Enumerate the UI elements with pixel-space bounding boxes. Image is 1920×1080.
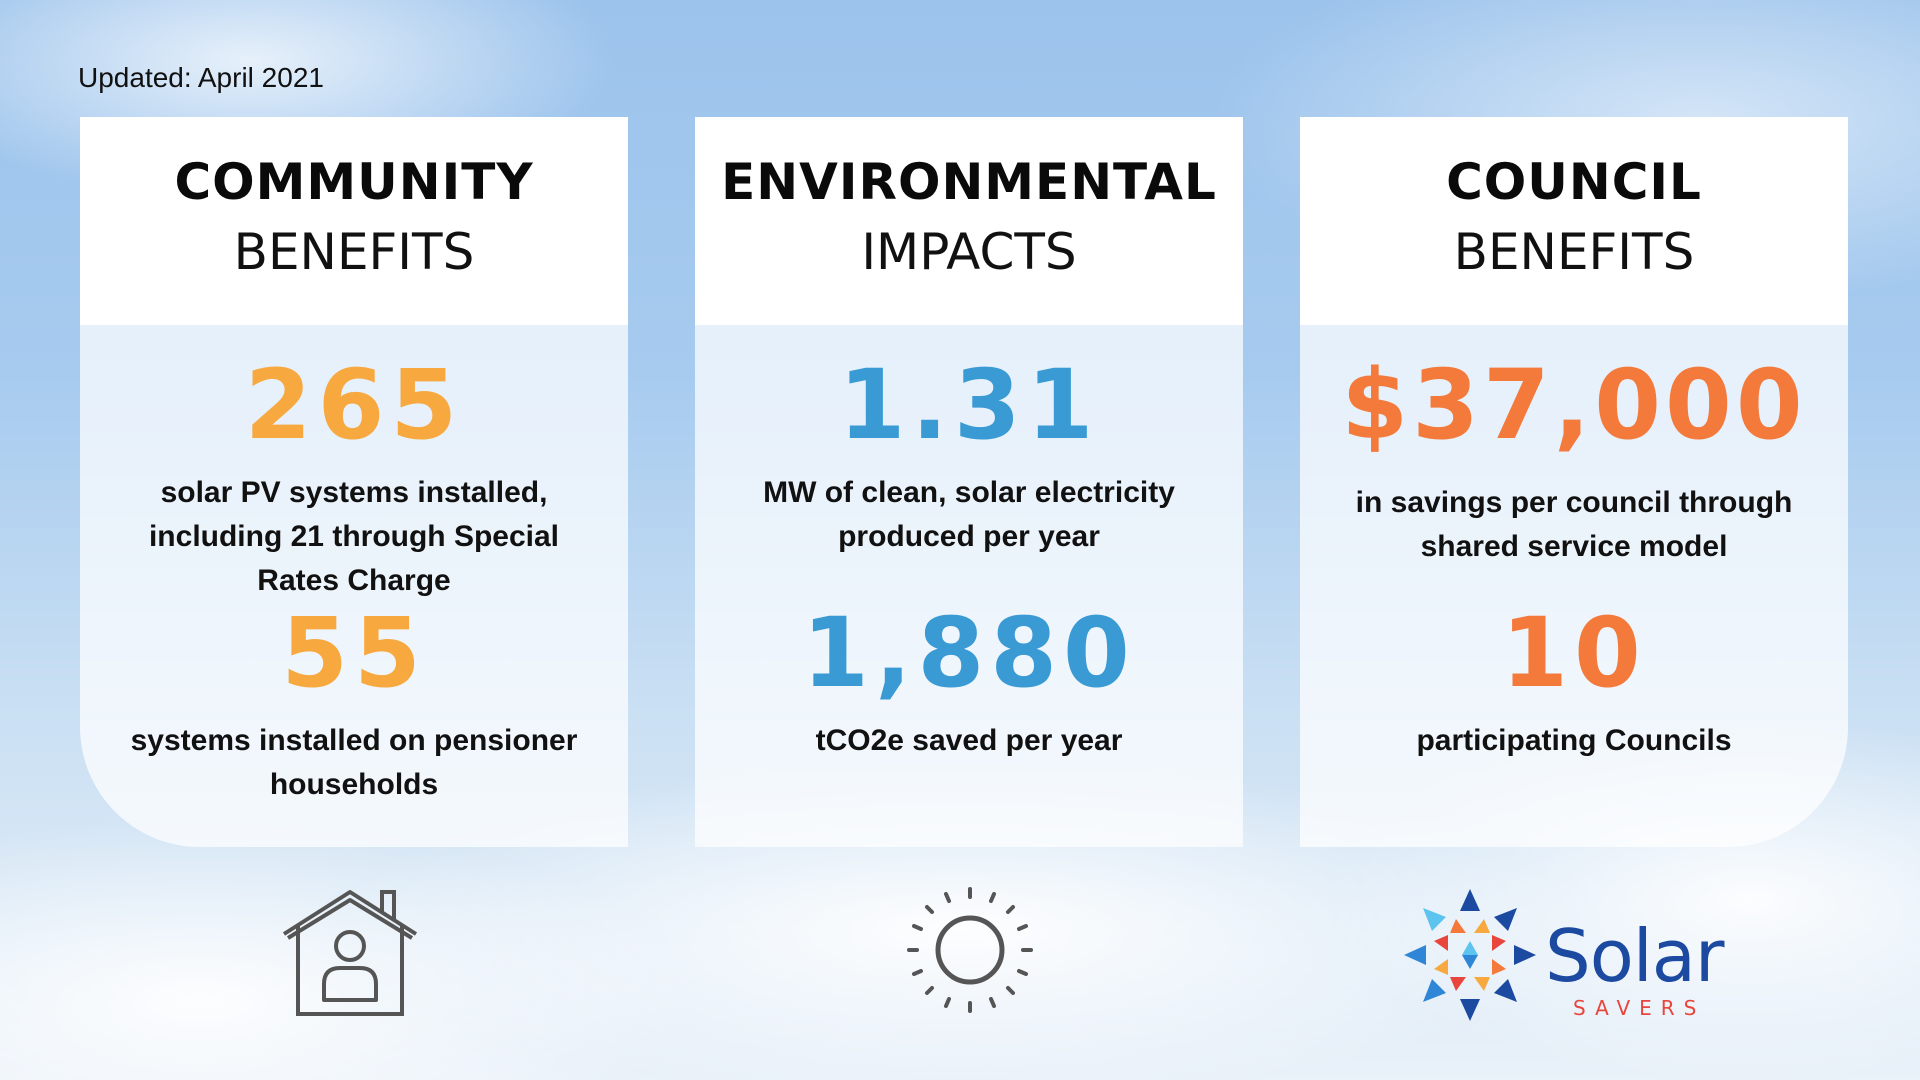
- pensioner-systems-description: systems installed on pensioner household…: [130, 724, 578, 801]
- co2-saved-value: 1,880: [802, 597, 1136, 709]
- logo-word: Solar: [1545, 914, 1724, 998]
- logo-subword: SAVERS: [1573, 996, 1706, 1020]
- clean-electricity-value: 1.31: [838, 349, 1100, 461]
- pv-systems-count: 265: [244, 349, 464, 461]
- sun-icon: [905, 885, 1035, 1020]
- council-benefits-card: COUNCIL BENEFITS $37,000 in savings per …: [1300, 117, 1848, 847]
- solar-savers-logo: [1400, 885, 1540, 1030]
- card-header: ENVIRONMENTAL IMPACTS: [695, 117, 1243, 325]
- co2-saved-description: tCO2e saved per year: [815, 724, 1123, 757]
- updated-date: Updated: April 2021: [78, 62, 324, 93]
- card-title: COMMUNITY: [174, 153, 534, 211]
- participating-councils-description: participating Councils: [1416, 724, 1732, 757]
- pensioner-systems-count: 55: [281, 597, 427, 709]
- council-savings-description: in savings per council through shared se…: [1355, 486, 1793, 563]
- pv-systems-description: solar PV systems installed, including 21…: [148, 476, 560, 597]
- logo-wordmark: Solar SAVERS: [1545, 914, 1724, 1020]
- card-title: ENVIRONMENTAL: [721, 153, 1217, 211]
- card-subtitle: BENEFITS: [233, 223, 475, 281]
- house-person-icon: [280, 888, 420, 1023]
- card-header: COMMUNITY BENEFITS: [80, 117, 628, 325]
- community-benefits-card: COMMUNITY BENEFITS 265 solar PV systems …: [80, 117, 628, 847]
- environmental-impacts-card: ENVIRONMENTAL IMPACTS 1.31 MW of clean, …: [695, 117, 1243, 847]
- card-title: COUNCIL: [1446, 153, 1702, 211]
- participating-councils-count: 10: [1501, 597, 1647, 709]
- council-savings-value: $37,000: [1341, 349, 1807, 461]
- card-header: COUNCIL BENEFITS: [1300, 117, 1848, 325]
- card-subtitle: BENEFITS: [1453, 223, 1695, 281]
- card-subtitle: IMPACTS: [861, 223, 1077, 281]
- clean-electricity-description: MW of clean, solar electricity produced …: [763, 476, 1175, 553]
